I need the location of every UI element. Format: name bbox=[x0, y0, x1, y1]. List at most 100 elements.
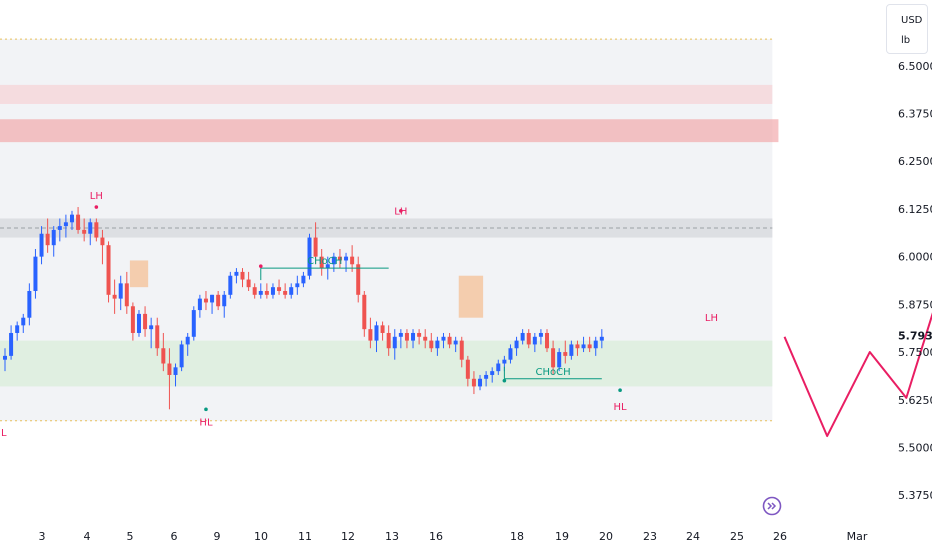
candle-body bbox=[587, 344, 592, 349]
candle-body bbox=[502, 359, 507, 364]
candle-body bbox=[112, 294, 117, 299]
swing-label: HL bbox=[614, 402, 628, 413]
candle-body bbox=[380, 325, 385, 333]
candle bbox=[563, 340, 568, 364]
candle bbox=[222, 290, 227, 318]
candle-body bbox=[392, 336, 397, 349]
candle bbox=[587, 336, 592, 353]
candle bbox=[106, 241, 111, 303]
candle-body bbox=[185, 336, 190, 345]
time-tick-label: 23 bbox=[643, 530, 657, 543]
currency-label[interactable]: USD bbox=[901, 15, 923, 26]
price-axis[interactable]: 6.5000 6.3750 6.2500 6.1250 6.0000 5.8750 5.75… bbox=[898, 60, 932, 502]
candle-body bbox=[356, 264, 361, 295]
candle-body bbox=[106, 245, 111, 295]
candle bbox=[337, 249, 342, 269]
candle bbox=[173, 363, 178, 387]
candle-body bbox=[526, 332, 531, 345]
candle-body bbox=[179, 344, 184, 368]
time-tick-label: 25 bbox=[730, 530, 744, 543]
candle-body bbox=[471, 378, 476, 387]
time-tick-label: 6 bbox=[171, 530, 178, 543]
candle bbox=[210, 294, 215, 314]
candle bbox=[246, 271, 251, 291]
scroll-to-realtime-button[interactable] bbox=[762, 496, 782, 516]
candle bbox=[179, 340, 184, 372]
candle bbox=[161, 332, 166, 372]
candle bbox=[404, 329, 409, 349]
pivot-marker bbox=[94, 205, 99, 209]
candle-body bbox=[258, 290, 263, 295]
swing-label: LH bbox=[90, 191, 103, 202]
candle-body bbox=[143, 313, 148, 330]
candle-body bbox=[514, 340, 519, 349]
order-block-1 bbox=[129, 260, 149, 288]
price-tick-label: 5.3750 bbox=[898, 489, 932, 502]
candle bbox=[447, 332, 452, 349]
candle bbox=[136, 310, 141, 337]
candle-body bbox=[417, 332, 422, 337]
supply-zone bbox=[0, 119, 779, 143]
candle-body bbox=[173, 367, 178, 375]
candle bbox=[82, 218, 87, 242]
projection-path bbox=[783, 312, 932, 438]
candle bbox=[57, 218, 62, 242]
candle bbox=[3, 348, 7, 372]
time-tick-label: 26 bbox=[773, 530, 787, 543]
candle bbox=[374, 321, 379, 353]
choch-label: CHoCH bbox=[307, 256, 342, 267]
candle-body bbox=[429, 340, 434, 349]
candle bbox=[508, 344, 513, 364]
candle bbox=[423, 329, 428, 349]
candle bbox=[39, 226, 44, 265]
candle bbox=[368, 317, 373, 349]
pivot-marker bbox=[399, 209, 403, 213]
currency-unit-selector[interactable]: USD lb bbox=[886, 4, 928, 54]
candle bbox=[216, 290, 221, 311]
candle-body bbox=[27, 290, 32, 318]
candle-body bbox=[222, 294, 227, 307]
candle bbox=[435, 336, 440, 356]
candle-body bbox=[15, 325, 20, 333]
candle bbox=[252, 283, 257, 299]
candle bbox=[124, 271, 129, 314]
candle-body bbox=[210, 294, 215, 303]
annotations-layer: CHoCH CHoCH LH LH HL HL LH L bbox=[1, 191, 718, 439]
candle-body bbox=[94, 222, 99, 238]
candle-body bbox=[21, 317, 26, 326]
price-tick-label: 5.7500 bbox=[898, 346, 932, 359]
time-tick-label: 13 bbox=[385, 530, 399, 543]
candle bbox=[155, 317, 160, 356]
candle bbox=[331, 252, 336, 272]
candle bbox=[478, 374, 483, 391]
candle-body bbox=[118, 283, 123, 299]
candle bbox=[350, 245, 355, 272]
order-block-2 bbox=[458, 275, 484, 318]
candle-body bbox=[228, 275, 233, 295]
candle-body bbox=[599, 336, 604, 341]
time-tick-label: 10 bbox=[254, 530, 268, 543]
candle bbox=[380, 321, 385, 341]
candle-body bbox=[264, 290, 269, 295]
unit-label[interactable]: lb bbox=[901, 35, 911, 46]
pivot-marker bbox=[618, 388, 622, 393]
candle bbox=[484, 371, 489, 387]
candle bbox=[545, 329, 550, 353]
candle bbox=[185, 332, 190, 356]
candle bbox=[295, 275, 300, 295]
candle-body bbox=[337, 256, 342, 261]
candle bbox=[21, 313, 26, 333]
time-tick-label: 11 bbox=[298, 530, 312, 543]
demand-zone bbox=[0, 340, 773, 387]
candle-body bbox=[557, 352, 562, 368]
candle bbox=[496, 359, 501, 375]
candle-body bbox=[575, 344, 580, 349]
candle-body bbox=[593, 340, 598, 349]
candle-body bbox=[465, 359, 470, 379]
candle-body bbox=[569, 344, 574, 356]
candle bbox=[319, 249, 324, 276]
candle bbox=[599, 329, 604, 349]
time-axis[interactable]: 3 4 5 6 9 10 11 12 13 16 18 19 20 23 24 25 26 Mar bbox=[39, 530, 868, 543]
